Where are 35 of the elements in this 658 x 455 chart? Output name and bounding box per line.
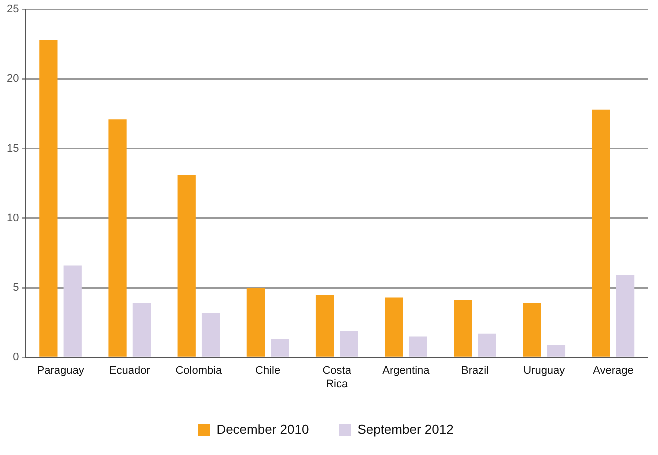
bar xyxy=(202,313,220,357)
y-tick-label: 5 xyxy=(13,282,20,294)
bar xyxy=(316,294,334,357)
bar xyxy=(592,110,610,357)
bar xyxy=(40,40,58,357)
x-tick-label: Argentina xyxy=(382,365,431,378)
bar xyxy=(271,340,290,357)
x-tick-label: Brazil xyxy=(462,365,490,378)
bar xyxy=(340,331,358,357)
bar xyxy=(523,303,542,357)
bar xyxy=(478,334,496,357)
x-tick-label: Paraguay xyxy=(37,365,85,378)
y-tick-label: 25 xyxy=(6,4,20,16)
x-tick-label: Costa Rica xyxy=(322,365,352,390)
y-tick-label: 15 xyxy=(6,142,20,155)
legend-label: September 2012 xyxy=(358,422,454,438)
y-tick-label: 20 xyxy=(6,73,20,86)
bar xyxy=(178,175,196,357)
y-tick-label: 0 xyxy=(13,352,20,364)
bar xyxy=(547,345,566,357)
bar xyxy=(454,300,472,357)
x-tick-label: Colombia xyxy=(176,365,224,378)
legend-label: December 2010 xyxy=(216,422,310,438)
bar xyxy=(409,336,428,357)
bar xyxy=(108,120,127,357)
x-tick-label: Average xyxy=(593,365,634,378)
x-tick-label: Ecuador xyxy=(109,365,151,378)
bar xyxy=(64,266,82,357)
bar xyxy=(132,303,152,357)
y-tick-label: 10 xyxy=(6,212,20,224)
bar xyxy=(616,275,635,357)
x-tick-label: Chile xyxy=(255,365,281,378)
bar xyxy=(246,288,266,357)
bar xyxy=(385,298,404,357)
x-tick-label: Uruguay xyxy=(524,365,566,378)
